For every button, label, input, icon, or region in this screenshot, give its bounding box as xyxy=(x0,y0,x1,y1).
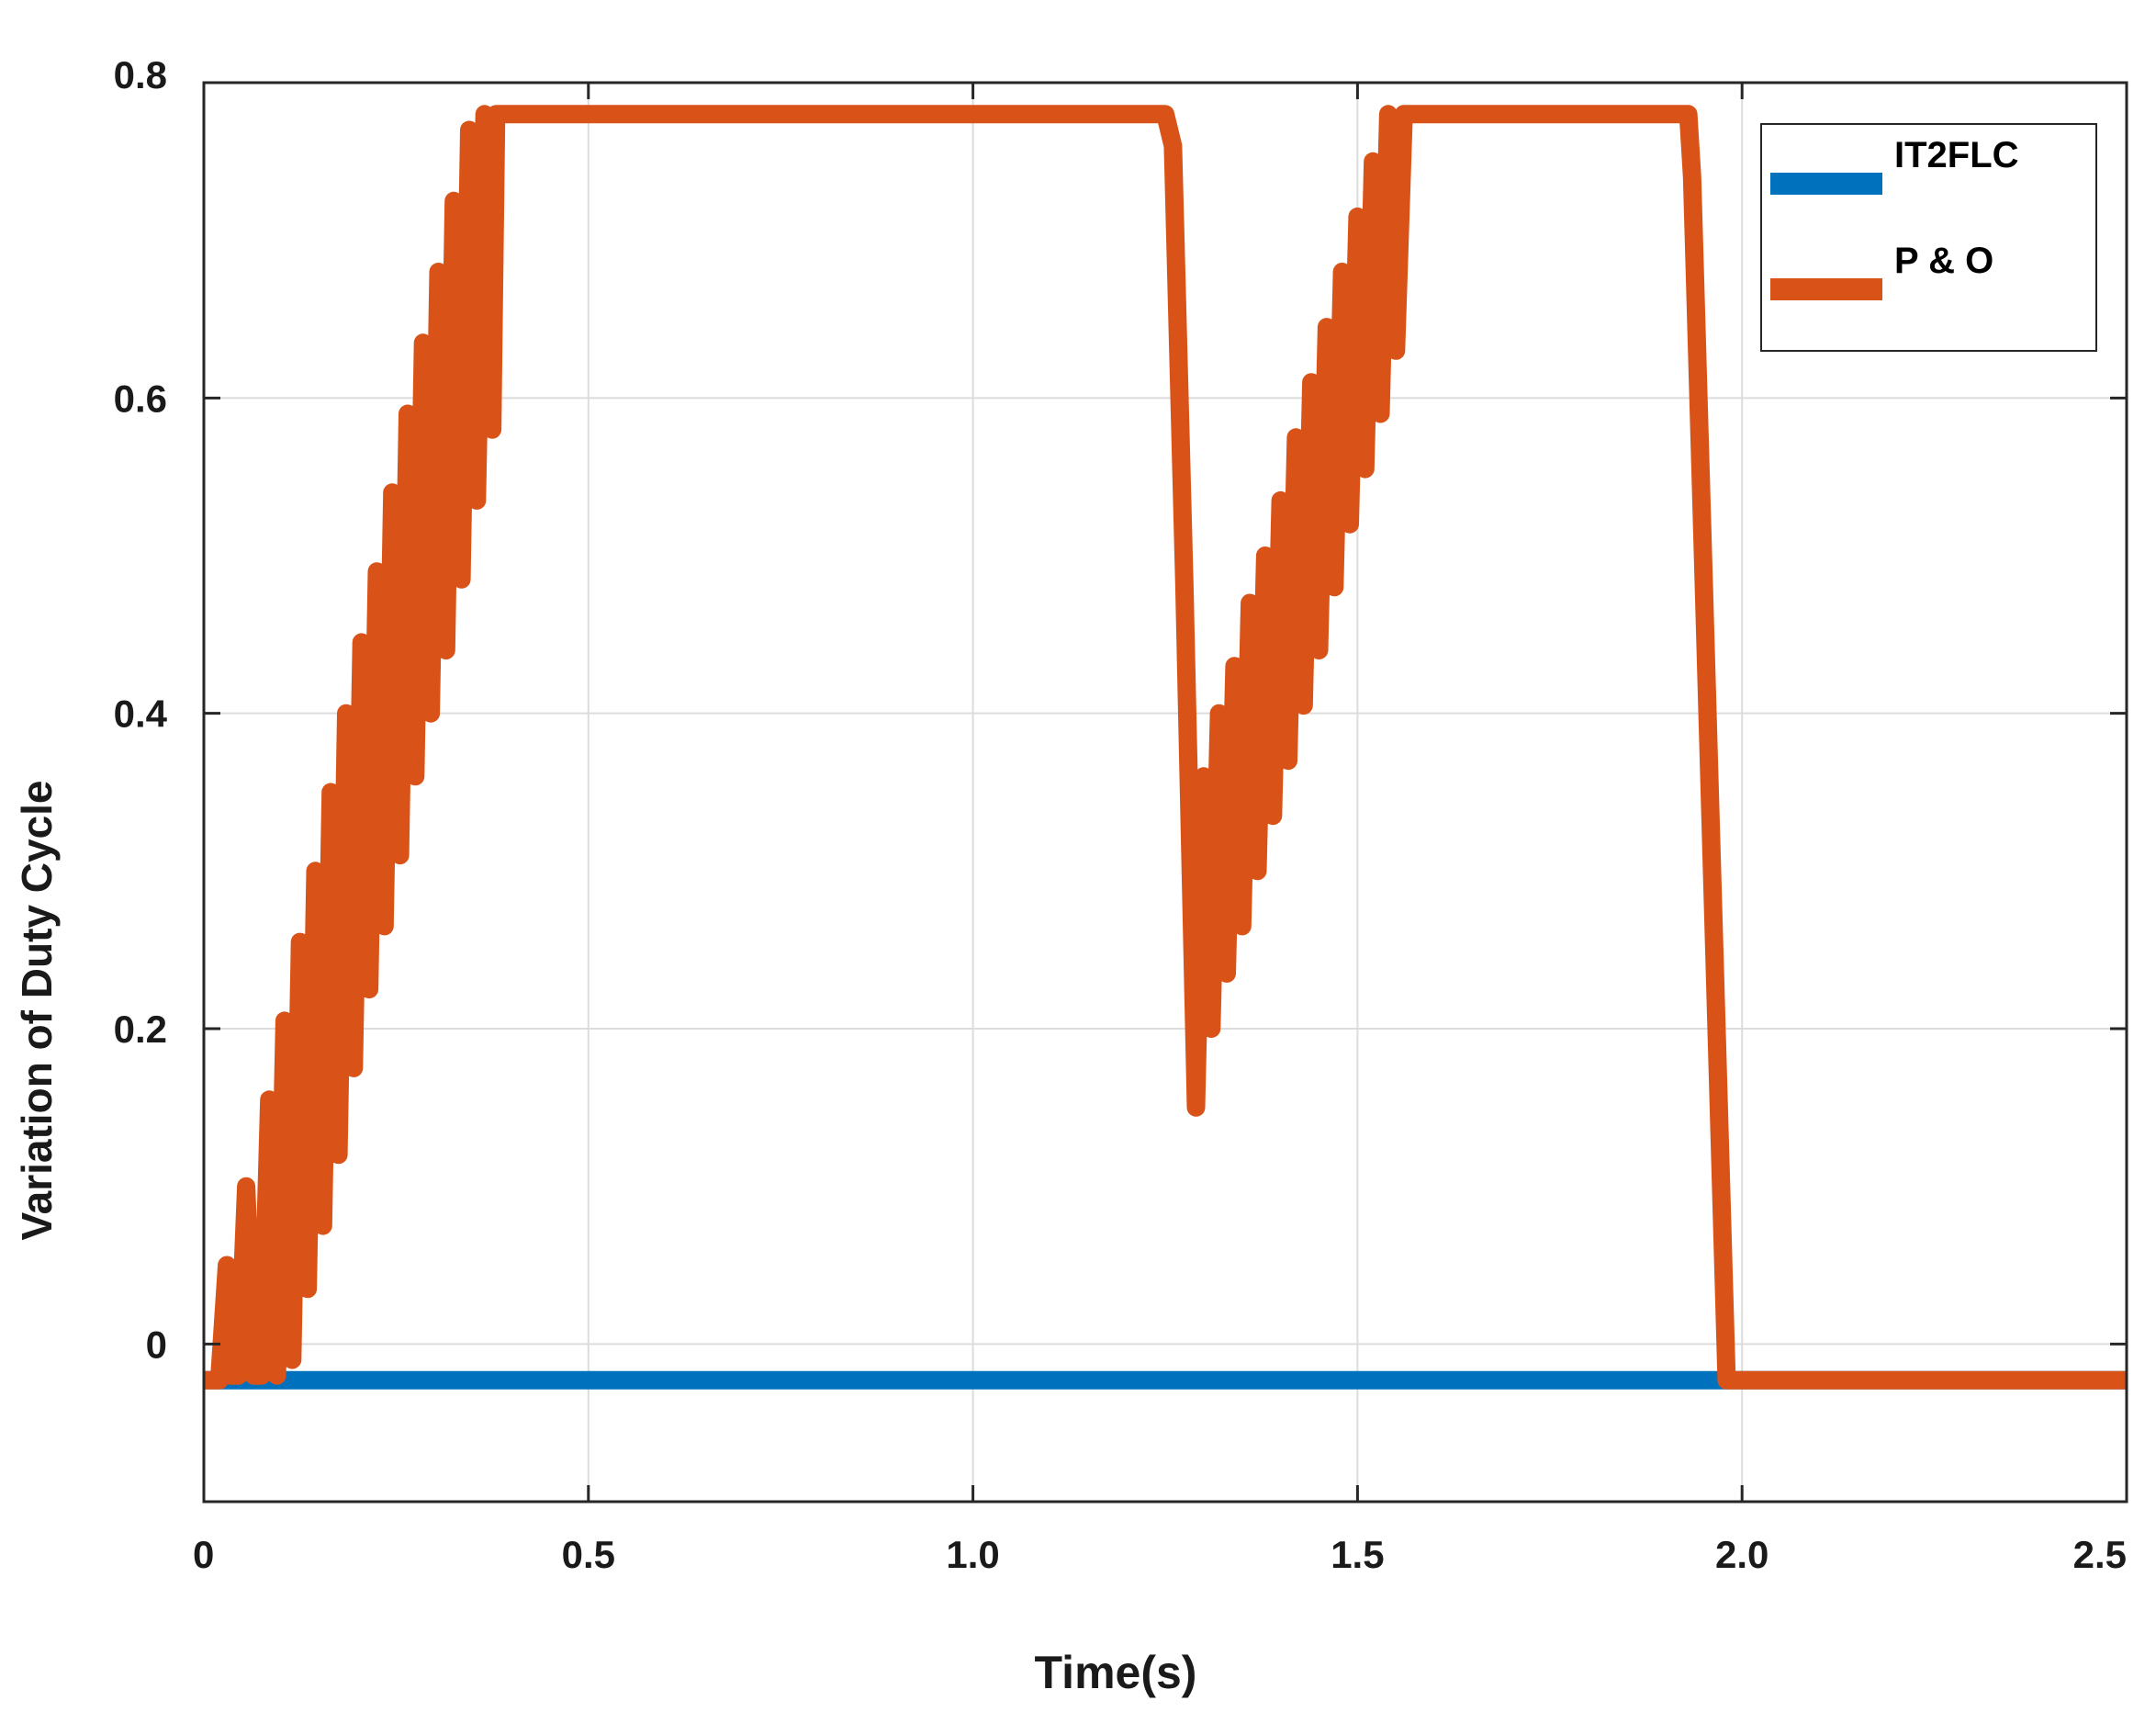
x-tick-label: 2.0 xyxy=(1715,1533,1769,1576)
y-tick-label: 0 xyxy=(146,1323,167,1366)
y-tick-labels: 0 0.2 0.4 0.6 0.8 xyxy=(114,53,168,1366)
y-tick-label: 0.8 xyxy=(114,53,167,96)
x-tick-label: 2.5 xyxy=(2073,1533,2127,1576)
x-tick-labels: 0 0.5 1.0 1.5 2.0 2.5 xyxy=(193,1533,2127,1576)
x-axis-title: Time(s) xyxy=(1035,1647,1197,1698)
legend-box xyxy=(1760,123,2097,352)
legend-label-it2flc: IT2FLC xyxy=(1894,135,2019,175)
legend-label-p-and-o: P & O xyxy=(1894,241,1993,281)
series-layer xyxy=(204,105,2127,1390)
y-axis-title: Variation of Duty Cycle xyxy=(13,780,61,1240)
plot-frame xyxy=(202,81,2128,1504)
x-tick-label: 1.5 xyxy=(1331,1533,1384,1576)
x-tick-label: 1.0 xyxy=(946,1533,999,1576)
series-line-p-and-o xyxy=(204,105,2127,1390)
tick-marks xyxy=(202,81,2128,1502)
y-tick-label: 0.2 xyxy=(114,1008,167,1051)
x-tick-label: 0 xyxy=(193,1533,214,1576)
y-tick-label: 0.4 xyxy=(114,693,168,736)
legend: IT2FLC P & O xyxy=(1760,123,2097,352)
y-tick-label: 0.6 xyxy=(114,377,167,420)
x-tick-label: 0.5 xyxy=(562,1533,615,1576)
